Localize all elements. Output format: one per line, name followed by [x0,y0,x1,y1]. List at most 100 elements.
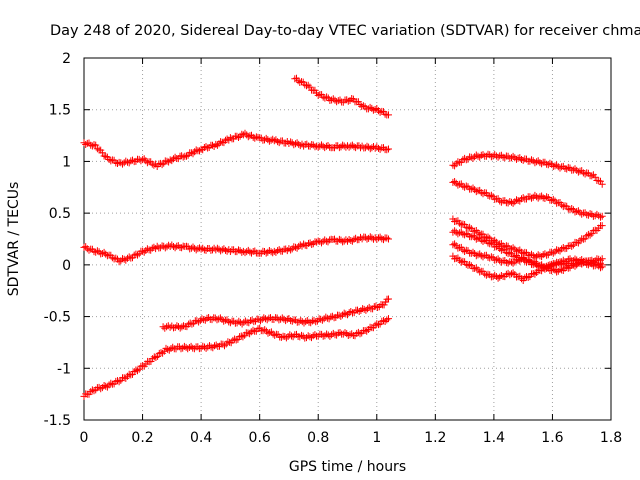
data-point-marker [348,237,356,245]
data-point-marker [597,256,604,264]
data-point-marker [217,138,225,146]
data-point-marker [543,193,551,201]
data-point-marker [482,271,490,279]
data-point-marker [213,141,221,149]
data-point-marker [224,338,232,346]
data-point-marker [221,342,228,350]
data-point-marker [496,152,504,160]
data-point-marker [304,81,312,89]
data-point-marker [97,385,105,393]
data-point-marker [519,194,527,202]
data-point-marker [115,258,123,266]
data-point-marker [306,83,314,91]
y-tick-label: 2 [62,51,71,67]
data-point-marker [383,146,391,154]
chart-title: Day 248 of 2020, Sidereal Day-to-day VTE… [50,23,640,39]
x-tick-label: 1.6 [541,430,563,446]
data-point-marker [536,252,544,260]
data-point-marker [92,141,100,149]
data-point-marker [491,271,499,279]
data-point-marker [100,248,108,256]
data-point-marker [218,246,226,254]
data-point-marker [92,248,100,256]
data-point-marker [235,134,242,141]
data-point-marker [381,318,389,325]
data-point-marker [361,233,369,241]
data-point-marker [531,258,539,266]
data-point-marker [314,91,322,99]
y-tick-label: 0.5 [49,206,71,222]
data-point-marker [363,327,371,335]
data-point-marker [561,202,569,210]
data-point-marker [598,255,606,263]
data-point-marker [509,244,517,252]
data-point-marker [573,208,581,215]
data-point-marker [189,150,197,158]
data-point-marker [539,264,547,272]
data-point-marker [158,161,166,169]
x-tick-label: 1.2 [424,430,446,446]
data-point-marker [514,154,522,162]
data-point-marker [461,248,469,255]
data-point-marker [197,245,205,253]
data-point-marker [347,237,355,244]
data-point-marker [90,387,98,395]
data-point-marker [309,141,317,149]
data-point-marker [334,237,342,245]
data-point-marker [514,247,522,255]
data-point-marker [356,330,364,338]
plot-frame [83,57,612,421]
data-point-marker [152,354,160,361]
data-point-marker [249,326,257,334]
data-point-marker [497,198,505,206]
data-point-marker [361,327,369,334]
data-point-marker [462,230,470,238]
data-point-marker [574,168,582,176]
data-point-marker [302,318,310,326]
data-point-marker [598,180,606,188]
data-point-marker [294,77,302,85]
data-point-marker [534,157,542,165]
data-point-marker [597,177,604,185]
x-tick-label: 0.6 [249,430,271,446]
data-point-marker [341,329,349,337]
data-point-marker [529,193,537,201]
data-point-marker [452,179,460,187]
data-point-marker [334,97,342,105]
data-point-marker [173,242,181,250]
data-point-marker [469,232,477,240]
data-point-marker [449,178,457,186]
x-tick-label: 0.8 [307,430,329,446]
data-point-marker [102,153,110,160]
data-point-marker [292,140,299,148]
data-point-marker [466,223,474,231]
data-point-marker [479,190,487,198]
data-point-marker [132,366,140,374]
data-point-marker [306,333,314,341]
data-point-marker [149,355,157,363]
data-point-marker [261,248,268,255]
data-point-marker [541,265,549,273]
data-point-marker [212,341,220,349]
data-point-marker [350,143,358,151]
data-point-marker [506,249,514,257]
data-point-marker [312,318,320,326]
data-point-marker [383,316,391,324]
data-point-marker [584,211,592,219]
data-point-marker [188,320,196,328]
data-point-marker [487,253,495,261]
data-point-marker [466,261,474,268]
data-point-marker [296,333,304,341]
data-point-marker [474,235,482,242]
data-point-marker [528,194,535,202]
data-point-marker [492,273,500,280]
data-point-marker [157,349,165,357]
data-point-marker [531,270,539,278]
data-point-marker [238,130,246,138]
data-point-marker [380,236,387,244]
data-point-marker [486,192,494,200]
data-point-marker [262,134,270,142]
x-tick-label: 1.8 [600,430,622,446]
data-point-marker [583,169,591,177]
data-point-marker [588,256,596,264]
